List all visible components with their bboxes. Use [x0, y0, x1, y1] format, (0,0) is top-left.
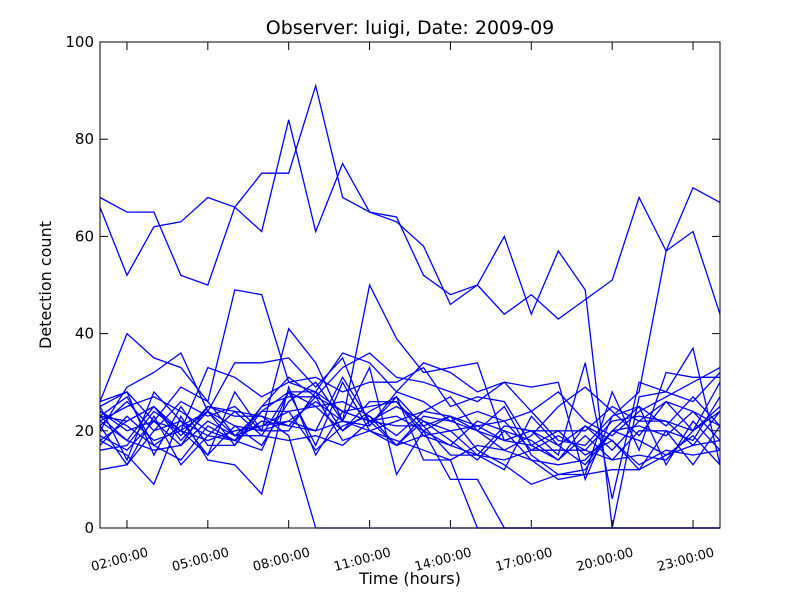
- series-line-16: [99, 384, 721, 496]
- series-line-2: [99, 119, 721, 320]
- x-tick-label: 08:00:00: [251, 545, 311, 575]
- x-tick-label: 23:00:00: [656, 545, 716, 575]
- x-axis: 02:00:00 05:00:00 08:00:00 11:00:00 14:00:00…: [90, 42, 716, 575]
- chart-title: Observer: luigi, Date: 2009-09: [266, 17, 555, 39]
- plot-frame: [99, 41, 721, 529]
- series-line-7: [99, 352, 721, 442]
- x-tick-label: 05:00:00: [171, 545, 231, 575]
- series-line-15: [99, 395, 721, 461]
- series-line-5: [99, 352, 721, 451]
- y-tick-label: 0: [84, 519, 94, 537]
- x-axis-label: Time (hours): [358, 569, 461, 588]
- series-line-8: [99, 386, 721, 447]
- series-line-6: [99, 366, 721, 447]
- y-tick-label: 40: [75, 325, 94, 343]
- y-tick-label: 100: [65, 33, 94, 51]
- x-tick-label: 02:00:00: [90, 545, 150, 575]
- series-line-9: [99, 390, 721, 466]
- series-layer: [99, 83, 721, 529]
- series-line-1: [99, 83, 721, 529]
- y-axis-label: Detection count: [36, 221, 55, 349]
- x-tick-label: 20:00:00: [575, 545, 635, 575]
- series-line-14: [99, 400, 721, 481]
- series-line-4: [99, 283, 721, 499]
- series-line-3: [99, 230, 721, 482]
- x-tick-label: 17:00:00: [494, 545, 554, 575]
- series-line-18: [99, 375, 721, 451]
- y-tick-label: 60: [75, 227, 94, 245]
- series-line-19: [99, 365, 720, 529]
- series-line-22: [99, 371, 720, 486]
- y-tick-label: 80: [75, 130, 94, 148]
- y-axis: 0 20 40 60 80 100: [65, 33, 720, 537]
- y-tick-label: 20: [75, 422, 94, 440]
